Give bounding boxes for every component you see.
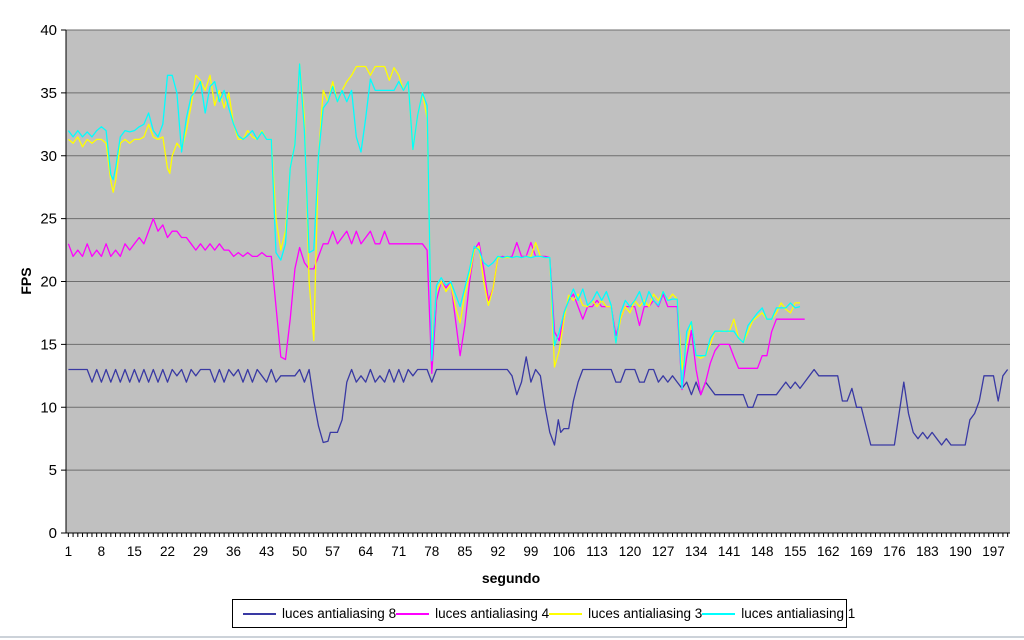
x-tick-label: 141 [718,544,741,559]
legend: luces antialiasing 8 luces antialiasing 4… [232,599,855,628]
y-tick-label: 30 [40,148,57,165]
x-tick-label: 176 [883,544,906,559]
y-tick-label: 0 [49,525,57,542]
legend-line-swatch [396,612,430,615]
legend-label: luces antialiasing 3 [588,606,703,621]
x-tick-label: 162 [817,544,840,559]
y-tick-label: 35 [40,85,57,102]
legend-label: luces antialiasing 8 [282,606,397,621]
x-tick-label: 106 [553,544,576,559]
x-tick-label: 85 [457,544,472,559]
x-tick-label: 148 [751,544,774,559]
y-tick-label: 5 [49,462,57,479]
x-tick-label: 127 [652,544,675,559]
window-edge [0,636,1024,638]
series-line-luces-antialiasing-8 [68,356,1009,446]
x-tick-label: 71 [391,544,406,559]
legend-item-luces-antialiasing-1: luces antialiasing 1 [702,606,855,621]
legend-label: luces antialiasing 4 [435,606,550,621]
x-tick-label: 78 [424,544,439,559]
x-tick-label: 22 [160,544,175,559]
legend-item-luces-antialiasing-8: luces antialiasing 8 [243,606,396,621]
series-line-luces-antialiasing-4 [67,217,805,396]
x-tick-label: 1 [65,544,73,559]
x-tick-label: 197 [982,544,1005,559]
x-axis-title: segundo [481,570,541,586]
x-tick-label: 99 [523,544,538,559]
y-axis-title: FPS [18,267,34,295]
legend-line-swatch [549,612,583,615]
legend-line-swatch [702,612,736,615]
legend-item-luces-antialiasing-3: luces antialiasing 3 [549,606,702,621]
x-tick-label: 15 [127,544,142,559]
x-tick-label: 120 [619,544,642,559]
x-tick-label: 183 [916,544,939,559]
x-tick-label: 57 [325,544,340,559]
y-tick-label: 10 [40,399,57,416]
x-tick-label: 29 [193,544,208,559]
legend-label: luces antialiasing 1 [741,606,856,621]
x-tick-label: 190 [949,544,972,559]
y-tick-label: 20 [40,274,57,291]
x-tick-label: 155 [784,544,807,559]
x-tick-label: 113 [586,544,608,559]
y-tick-label: 25 [40,211,57,228]
legend-item-luces-antialiasing-4: luces antialiasing 4 [396,606,549,621]
y-tick-label: 40 [40,22,57,39]
x-tick-label: 8 [98,544,106,559]
x-tick-label: 43 [259,544,274,559]
x-tick-label: 134 [685,544,708,559]
x-tick-label: 36 [226,544,241,559]
x-tick-label: 50 [292,544,307,559]
series-line-luces-antialiasing-1 [67,63,801,390]
x-tick-label: 64 [358,544,374,559]
x-tick-label: 92 [490,544,505,559]
x-tick-label: 169 [850,544,873,559]
legend-line-swatch [243,612,276,615]
y-tick-label: 15 [40,336,57,353]
